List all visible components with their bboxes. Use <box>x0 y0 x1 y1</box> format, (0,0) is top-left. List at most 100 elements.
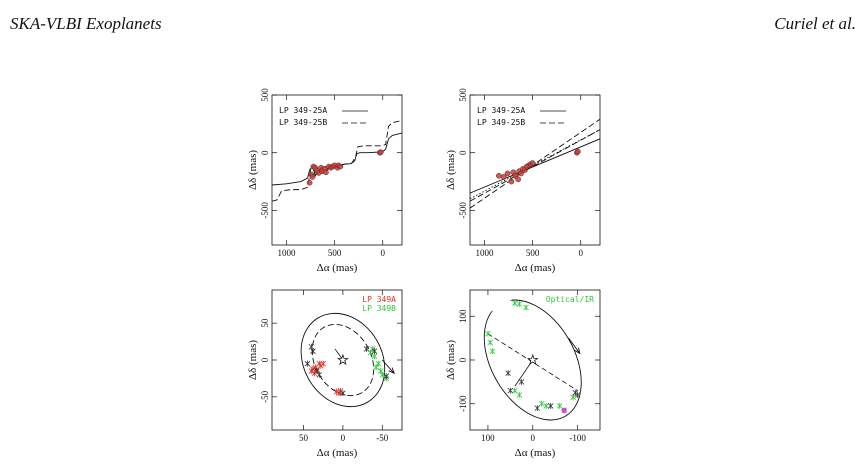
panel-top-right-xtick-label: 0 <box>578 248 583 258</box>
panel-top-left-observation-point <box>377 149 384 155</box>
panel-bottom-left-data-point <box>375 360 382 367</box>
panel-bottom-left-legend-label: LP 349A <box>362 295 396 304</box>
panel-bottom-right-data-point <box>538 400 545 407</box>
panel-top-left-ytick-label: -500 <box>260 202 270 219</box>
panel-bottom-right-xtick-label: -100 <box>569 433 586 443</box>
panel-bottom-left-legend-label: LP 349B <box>362 304 396 313</box>
panel-bottom-right-ytick-label: 100 <box>458 309 468 323</box>
panel-top-left-frame <box>271 94 403 246</box>
panel-bottom-left-data-point <box>314 368 320 375</box>
panel-top-left-observation-point <box>309 174 316 180</box>
panel-bottom-left-data-point <box>371 353 378 360</box>
panel-top-left-xlabel: Δα (mas) <box>317 262 358 274</box>
panel-bottom-right-legend-label: Optical/IR <box>546 295 594 304</box>
panel-bottom-left-ytick-label: 0 <box>260 357 270 362</box>
panel-bottom-right-direction-arrow <box>568 337 581 354</box>
panel-top-left-observation-point <box>337 163 344 170</box>
panel-bottom-right-data-point <box>574 392 581 398</box>
panel-bottom-right-data-point <box>505 370 511 377</box>
panel-bottom-left-center-of-mass-star <box>336 353 349 366</box>
panel-bottom-right-xlabel: Δα (mas) <box>515 447 556 459</box>
panel-top-left-xtick-label: 500 <box>328 248 342 258</box>
panel-bottom-right-data-point <box>512 300 518 307</box>
panel-top-right-observation-point <box>529 160 536 166</box>
panel-bottom-left-data-point <box>340 390 346 397</box>
panel-bottom-left-data-point <box>371 348 378 355</box>
panel-bottom-left-outer-orbit <box>300 312 386 408</box>
panel-bottom-right-data-point <box>534 405 541 412</box>
panel-bottom-right-center-of-mass-star <box>526 353 539 366</box>
panel-bottom-right-data-point <box>489 348 496 355</box>
panel-bottom-right-data-point <box>547 402 554 409</box>
panel-bottom-left-data-point <box>308 368 315 375</box>
panel-bottom-left-direction-arrow-head <box>388 367 395 375</box>
panel-bottom-right-node-line <box>487 333 578 391</box>
panel-bottom-right-data-point <box>516 392 523 398</box>
panel-bottom-left-data-point <box>373 364 379 371</box>
panel-top-right-observation-point <box>508 178 515 185</box>
panel-bottom-right-xtick-label: 0 <box>531 433 536 443</box>
panel-bottom-left-xtick-label: -50 <box>376 433 388 443</box>
panel-top-left-ylabel: Δδ (mas) <box>247 150 259 190</box>
panel-bottom-right-predicted-point <box>561 407 567 413</box>
panel-top-right-observation-point <box>496 172 502 179</box>
panel-bottom-right-data-point <box>518 378 525 385</box>
panel-bottom-left-xtick-label: 0 <box>341 433 346 443</box>
panel-bottom-left-data-point <box>363 345 370 352</box>
panel-bottom-right-data-point <box>487 339 493 346</box>
panel-bottom-left-xtick-label: 50 <box>299 433 309 443</box>
panel-top-left-legend-label: LP 349-25A <box>279 106 327 115</box>
panel-bottom-right-data-point <box>543 402 549 409</box>
panel-top-right-series-line-0 <box>470 138 600 194</box>
panel-bottom-right-data-point <box>523 304 529 311</box>
panel-top-left-ytick-label: 0 <box>260 150 270 155</box>
panel-bottom-left-xlabel: Δα (mas) <box>317 447 358 459</box>
panel-top-right-series-line-2 <box>470 129 600 202</box>
panel-bottom-right-ylabel: Δδ (mas) <box>445 340 457 380</box>
panel-top-right-observation-point <box>500 174 507 180</box>
panel-bottom-left-data-point <box>383 373 390 380</box>
panel-top-right-observation-point <box>504 170 511 177</box>
panel-top-right-ytick-label: 0 <box>458 150 468 155</box>
panel-bottom-right-xtick-label: 100 <box>481 433 495 443</box>
panel-top-left-series-line-0 <box>272 132 402 186</box>
panel-top-right-ylabel: Δδ (mas) <box>445 150 457 190</box>
panel-bottom-right-data-point <box>516 301 523 307</box>
panel-bottom-left-direction-arrow <box>381 359 395 374</box>
panel-top-right-observation-point <box>575 148 581 155</box>
panel-top-left-series-line-1 <box>272 119 402 202</box>
panel-bottom-left-inner-orbit <box>311 323 375 397</box>
running-header-authors: Curiel et al. <box>774 14 856 33</box>
panel-bottom-right-data-point <box>507 387 514 394</box>
panel-top-right-frame <box>469 94 601 246</box>
panel-bottom-right-direction-arrow-head <box>574 347 581 355</box>
panel-bottom-right-data-point <box>556 402 563 409</box>
panel-top-right-xtick-label: 1000 <box>475 248 494 258</box>
panel-bottom-left-data-point <box>316 371 323 378</box>
panel-top-right-ytick-label: 500 <box>458 88 468 102</box>
panel-bottom-left-data-point <box>304 360 311 367</box>
panel-top-right-observation-point <box>515 176 521 183</box>
panel-top-left-observation-point <box>306 179 313 186</box>
panel-bottom-left-data-point <box>367 349 374 356</box>
panel-bottom-left-data-point <box>333 388 340 395</box>
panel-top-left-ytick-label: 500 <box>260 88 270 102</box>
panel-top-right-xtick-label: 500 <box>526 248 540 258</box>
panel-bottom-right-data-point <box>512 387 518 394</box>
panel-top-left-xtick-label: 0 <box>380 248 385 258</box>
panel-bottom-left-ylabel: Δδ (mas) <box>247 340 259 380</box>
panel-bottom-left-data-point <box>320 360 326 367</box>
running-header-title: SKA-VLBI Exoplanets <box>10 14 162 33</box>
panel-top-right-xlabel: Δα (mas) <box>515 262 556 274</box>
panel-top-right-ytick-label: -500 <box>458 202 468 219</box>
panel-bottom-left-ytick-label: 50 <box>260 318 270 328</box>
panel-top-right-legend-label: LP 349-25A <box>477 106 525 115</box>
panel-top-left-observation-point <box>323 169 329 176</box>
panel-bottom-right-ytick-label: 0 <box>458 357 468 362</box>
panel-top-right-series-line-1 <box>470 118 600 209</box>
panel-bottom-right-ytick-label: -100 <box>458 395 468 412</box>
panel-bottom-left-data-point <box>379 371 386 378</box>
panel-bottom-left-ytick-label: -50 <box>260 390 270 402</box>
panel-bottom-right-data-point <box>485 330 491 337</box>
